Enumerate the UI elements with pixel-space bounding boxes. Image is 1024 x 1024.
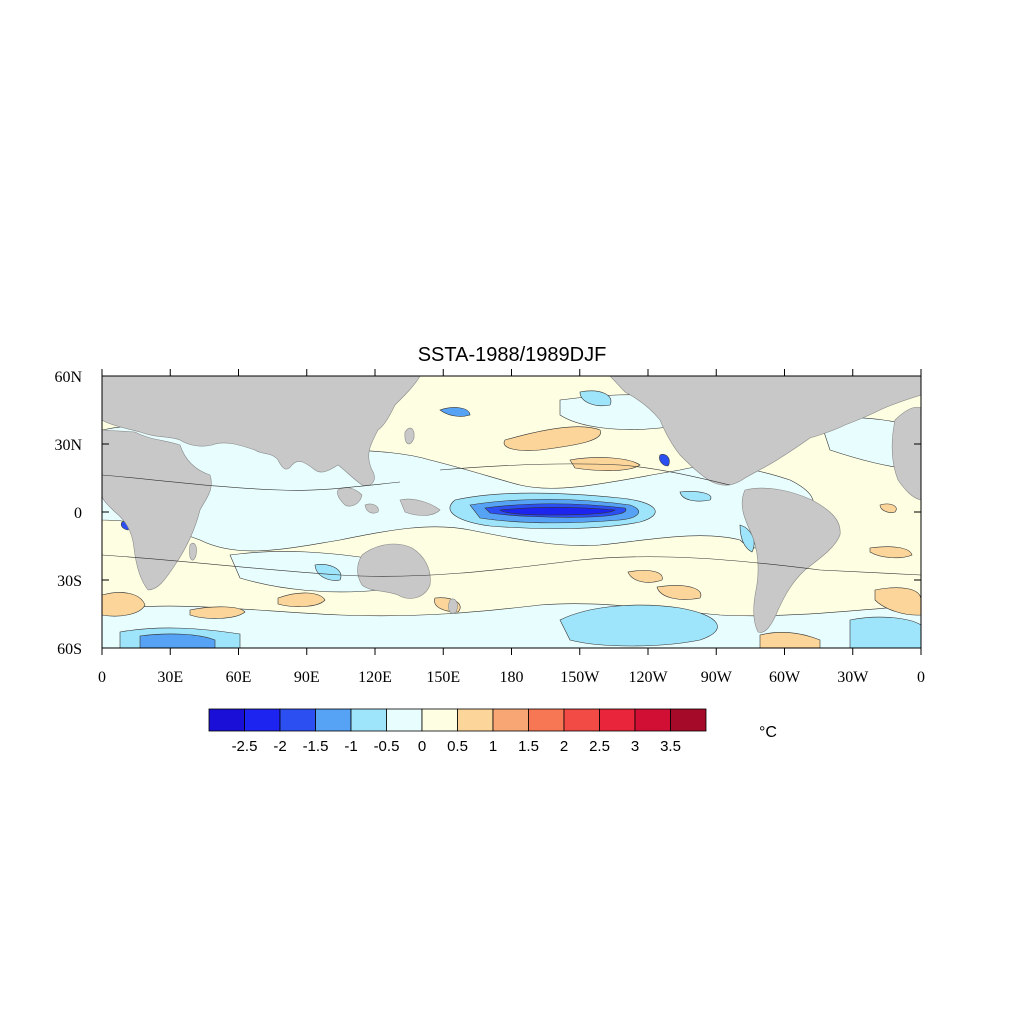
lon-tick-label: 30W xyxy=(837,669,869,686)
colorbar-swatch xyxy=(634,708,671,732)
colorbar-swatch xyxy=(563,708,600,732)
lat-tick-label: 60N xyxy=(54,369,82,386)
lon-tick-label: 90E xyxy=(294,669,320,686)
landmass-eurasia xyxy=(102,376,421,486)
colorbar-label: 1 xyxy=(489,738,497,755)
colorbar-label: -1 xyxy=(344,738,357,755)
lat-tick-label: 60S xyxy=(57,641,82,658)
colorbar-label: -2 xyxy=(273,738,286,755)
landmass-south-america xyxy=(741,487,841,633)
colorbar: -2.5 -2 -1.5 -1 -0.5 0 0.5 1 1.5 2 2.5 3 3.5 xyxy=(208,708,707,755)
lon-tick-label: 120E xyxy=(358,669,392,686)
landmass-madagascar xyxy=(189,542,197,561)
colorbar-swatch xyxy=(421,708,458,732)
longitude-axis: 0 30E 60E 90E 120E 150E 180 150W 120W 90W 60W 30W 0 xyxy=(98,369,925,686)
lon-tick-label: 90W xyxy=(701,669,733,686)
landmass-africa xyxy=(102,429,212,591)
lon-tick-label: 0 xyxy=(917,669,925,686)
lat-tick-label: 30S xyxy=(57,573,82,590)
colorbar-swatch xyxy=(208,708,245,732)
colorbar-label: 3.5 xyxy=(660,738,681,755)
map-title: SSTA-1988/1989DJF xyxy=(418,344,607,366)
colorbar-swatch xyxy=(386,708,423,732)
lat-tick-label: 0 xyxy=(74,505,82,522)
colorbar-label: 2.5 xyxy=(589,738,610,755)
map-panel xyxy=(102,376,921,648)
lon-tick-label: 30E xyxy=(157,669,183,686)
lat-tick-label: 30N xyxy=(54,437,82,454)
colorbar-label: -0.5 xyxy=(374,738,400,755)
landmass-greenland-europe xyxy=(891,406,921,501)
colorbar-swatch xyxy=(350,708,387,732)
colorbar-swatch xyxy=(528,708,565,732)
landmass-japan xyxy=(404,427,415,445)
landmass-maritime-continent xyxy=(337,487,441,516)
colorbar-label: -1.5 xyxy=(303,738,329,755)
lon-tick-label: 180 xyxy=(500,669,524,686)
landmass-australia xyxy=(357,543,431,599)
contour-lines xyxy=(102,463,921,577)
colorbar-label: 0.5 xyxy=(447,738,468,755)
colorbar-label: 3 xyxy=(631,738,639,755)
landmass-north-america xyxy=(609,376,921,486)
colorbar-label: 1.5 xyxy=(518,738,539,755)
colorbar-swatch xyxy=(457,708,494,732)
latitude-axis: 60N 30N 0 30S 60S xyxy=(54,369,921,658)
colorbar-swatch xyxy=(279,708,316,732)
lon-tick-label: 150E xyxy=(426,669,460,686)
lon-tick-label: 60E xyxy=(226,669,252,686)
lon-tick-label: 60W xyxy=(769,669,801,686)
lon-tick-label: 0 xyxy=(98,669,106,686)
colorbar-swatch xyxy=(670,708,707,732)
colorbar-label: -2.5 xyxy=(232,738,258,755)
landmass-new-zealand xyxy=(448,598,458,614)
colorbar-label: 0 xyxy=(418,738,426,755)
colorbar-swatch xyxy=(599,708,636,732)
colorbar-label: 2 xyxy=(560,738,568,755)
colorbar-swatch xyxy=(315,708,352,732)
anomaly-fields-strong-negative xyxy=(120,403,835,648)
units-label: °C xyxy=(759,724,777,741)
colorbar-swatch xyxy=(492,708,529,732)
colorbar-swatch xyxy=(244,708,281,732)
lon-tick-label: 120W xyxy=(628,669,668,686)
land-masses xyxy=(102,376,921,633)
lon-tick-label: 150W xyxy=(560,669,600,686)
